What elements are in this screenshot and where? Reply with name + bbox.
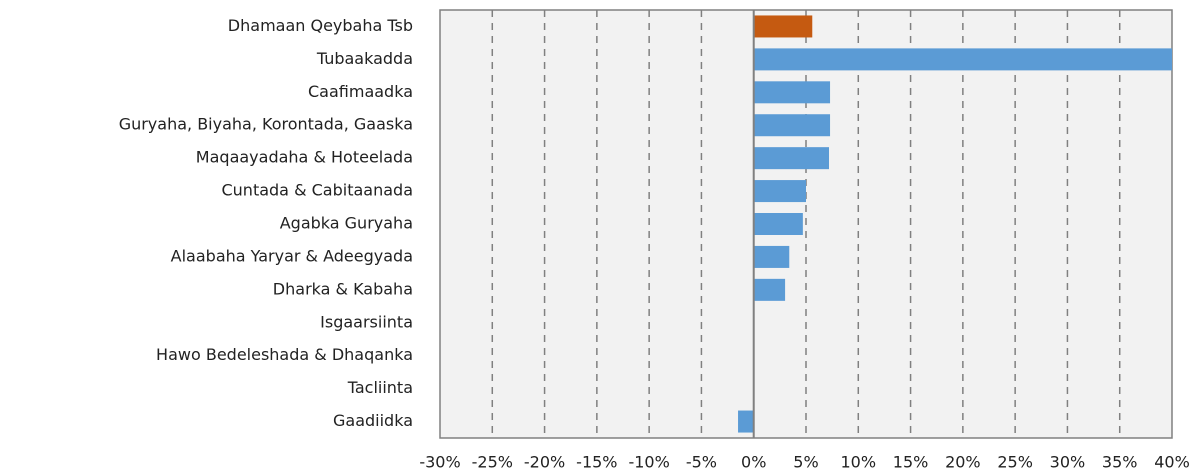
x-tick-label: -20% [524,453,565,472]
x-tick-label: 30% [1050,453,1086,472]
y-tick-label: Isgaarsiinta [320,312,413,331]
x-tick-label: 5% [793,453,818,472]
x-tick-label: 20% [945,453,981,472]
bar [753,278,786,301]
x-tick-label: -30% [419,453,460,472]
y-tick-label: Cuntada & Cabitaanada [221,181,413,200]
bar [753,147,830,170]
x-tick-label: 40% [1154,453,1190,472]
x-tick-label: -5% [686,453,717,472]
y-tick-label: Dhamaan Qeybaha Tsb [228,16,413,35]
y-tick-label: Tacliinta [347,378,413,397]
bar [753,15,813,38]
y-tick-label: Gaadiidka [333,411,413,430]
y-tick-label: Dharka & Kabaha [273,279,413,298]
bar [753,114,831,137]
x-tick-label: 15% [893,453,929,472]
y-tick-label: Maqaayadaha & Hoteelada [196,148,413,167]
x-tick-label: -10% [628,453,669,472]
bar [753,180,806,203]
bar [738,410,754,433]
y-tick-label: Guryaha, Biyaha, Korontada, Gaaska [119,115,413,134]
bar [753,81,831,104]
x-tick-label: 10% [841,453,877,472]
bar [753,213,803,235]
y-tick-label: Tubaakadda [316,49,413,68]
x-tick-label: 0% [741,453,766,472]
y-tick-label: Caafimaadka [308,82,413,101]
x-tick-label: 35% [1102,453,1138,472]
x-tick-label: -25% [472,453,513,472]
x-tick-label: 25% [997,453,1033,472]
bar [753,48,1172,71]
x-tick-label: -15% [576,453,617,472]
y-tick-label: Hawo Bedeleshada & Dhaqanka [156,345,413,364]
bar [753,245,790,268]
y-tick-label: Alaabaha Yaryar & Adeegyada [171,246,413,265]
y-tick-label: Agabka Guryaha [280,214,413,233]
